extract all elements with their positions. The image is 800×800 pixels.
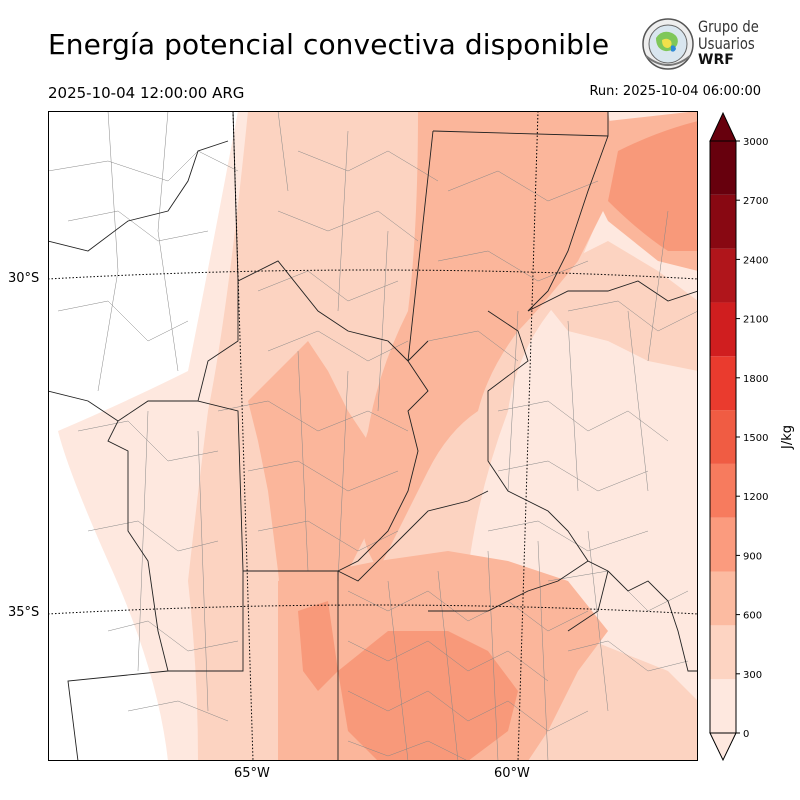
run-time: Run: 2025-10-04 06:00:00 (589, 84, 761, 99)
logo: Grupo de Usuarios WRF (638, 16, 768, 72)
cape-fill-strong (608, 121, 698, 251)
colorbar-tick-label: 1200 (743, 492, 768, 503)
lon-label-65w: 65°W (234, 766, 270, 781)
colorbar-tick-label: 600 (743, 611, 762, 622)
valid-time: 2025-10-04 12:00:00 ARG (48, 84, 245, 102)
colorbar-bands (709, 140, 737, 734)
graticule (48, 111, 698, 761)
lat-label-30s: 30°S (8, 271, 40, 286)
logo-text-line1: Grupo de (698, 17, 759, 36)
colorbar-band (710, 517, 736, 572)
colorbar-tick-label: 2400 (743, 255, 768, 266)
colorbar: 0 300 600 900 1200 1500 1800 2100 2400 2700 3000 J… (709, 111, 795, 762)
colorbar-tick-label: 2100 (743, 315, 768, 326)
department-boundaries (48, 111, 698, 761)
parallel-30s (48, 269, 698, 280)
colorbar-ticks: 0 300 600 900 1200 1500 1800 2100 2400 2700 3000 (736, 137, 768, 740)
cape-fill-strong (298, 601, 338, 691)
page-title: Energía potencial convectiva disponible (48, 28, 610, 61)
colorbar-band (710, 571, 736, 626)
map-frame (48, 111, 698, 761)
colorbar-tick-label: 1500 (743, 433, 768, 444)
colorbar-unit-label: J/kg (780, 425, 795, 450)
colorbar-extend-low (709, 732, 737, 762)
logo-text-line2: Usuarios (698, 34, 755, 53)
colorbar-tick-label: 300 (743, 670, 762, 681)
colorbar-band (710, 679, 736, 733)
colorbar-band (710, 248, 736, 303)
colorbar-tick-label: 0 (743, 729, 749, 740)
cape-fill-strong (338, 631, 518, 761)
parallel-35s (48, 604, 698, 615)
colorbar-band (710, 194, 736, 249)
province-borders (48, 111, 698, 761)
colorbar-band (710, 356, 736, 411)
colorbar-tick-label: 1800 (743, 374, 768, 385)
globe-icon (642, 18, 694, 70)
colorbar-band (710, 410, 736, 464)
cape-map (48, 111, 698, 761)
colorbar-tick-label: 900 (743, 551, 762, 562)
lon-label-60w: 60°W (494, 766, 530, 781)
colorbar-band (710, 302, 736, 357)
colorbar-band (710, 141, 736, 195)
colorbar-band (710, 625, 736, 680)
lat-label-35s: 35°S (8, 605, 40, 620)
colorbar-tick-label: 2700 (743, 196, 768, 207)
colorbar-extend-high (709, 111, 737, 142)
logo-text-wrf: WRF (698, 52, 734, 68)
colorbar-band (710, 463, 736, 518)
colorbar-tick-label: 3000 (743, 137, 768, 148)
